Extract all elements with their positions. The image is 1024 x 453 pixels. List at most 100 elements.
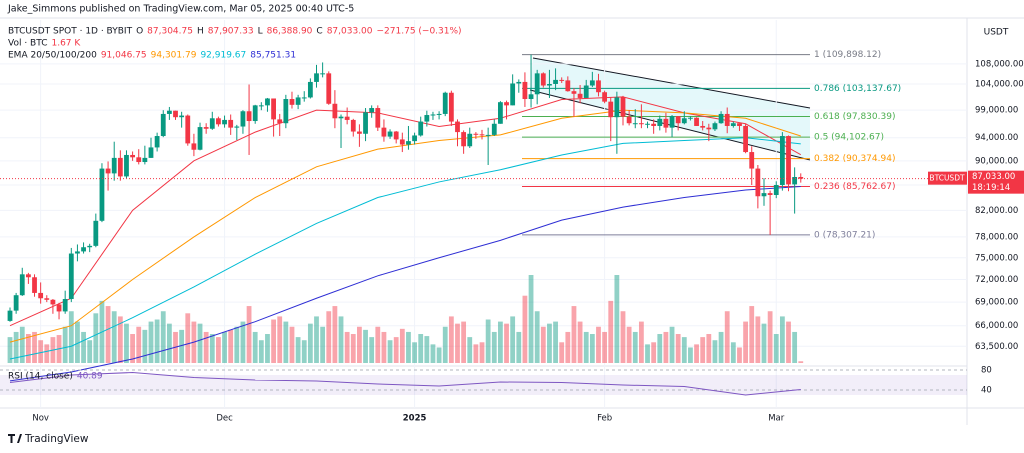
fib-label: 0.618 (97,830.39) [814, 112, 895, 122]
candle-body [779, 136, 785, 186]
candle-body [479, 134, 485, 136]
x-tick-label: 2025 [403, 414, 427, 424]
candle-body [50, 299, 56, 305]
candle-body [761, 193, 767, 197]
candle-body [191, 143, 197, 150]
volume-value: 1.67 K [51, 39, 81, 49]
candle-body [430, 114, 436, 116]
candle-body [344, 116, 350, 120]
volume-bar [626, 326, 632, 363]
fib-label: 0.786 (103,137.67) [814, 84, 901, 94]
price-badge [968, 170, 1024, 194]
ema-line [9, 96, 802, 327]
volume-bar [473, 344, 479, 363]
candle-body [528, 94, 534, 100]
candle-body [657, 118, 663, 126]
volume-bar [246, 306, 252, 363]
volume-bar [571, 306, 577, 363]
volume-bar [491, 331, 497, 363]
candle-body [730, 123, 736, 126]
candle-body [688, 117, 693, 119]
volume-bar [93, 313, 99, 363]
candle-body [473, 133, 479, 135]
volume-bar [111, 311, 117, 363]
volume-bar [737, 347, 742, 363]
candle-body [277, 119, 283, 124]
candle-body [626, 116, 632, 124]
candle-body [166, 110, 172, 114]
volume-bar [203, 331, 209, 363]
candle-body [700, 125, 706, 128]
volume-label: Vol · BTC [8, 39, 47, 49]
candle-body [406, 141, 411, 145]
y-tick-label: 66,000.00 [975, 321, 1018, 331]
candle-body [565, 80, 571, 92]
volume-bar [209, 334, 215, 363]
candle-body [448, 92, 454, 122]
volume-bar [326, 311, 332, 363]
y-tick-label: 94,000.00 [975, 133, 1018, 143]
candle-body [755, 168, 761, 197]
volume-bar [467, 337, 473, 363]
volume-bar [62, 326, 68, 363]
candle-body [694, 117, 699, 126]
candle-body [387, 131, 393, 137]
quote-key: H [197, 27, 204, 37]
volume-bar [577, 321, 583, 363]
volume-bar [399, 328, 405, 363]
quote-value: 86,388.90 [267, 27, 313, 37]
candle-body [412, 135, 417, 142]
candle-body [491, 123, 497, 135]
quote-value: 87,033.00 [327, 27, 373, 37]
candle-body [516, 81, 522, 84]
volume-bar [301, 340, 307, 363]
candle-body [271, 98, 276, 120]
volume-bar [479, 342, 485, 363]
volume-bar [448, 316, 454, 363]
volume-bar [602, 331, 608, 363]
volume-bar [314, 316, 319, 363]
candle-body [589, 80, 595, 86]
volume-bar [424, 336, 430, 363]
volume-bar [792, 331, 798, 363]
candle-body [651, 123, 657, 126]
candle-body [399, 139, 405, 145]
volume-bar [651, 342, 657, 363]
volume-bar [614, 275, 620, 363]
volume-bar [589, 334, 595, 363]
rsi-tick-label: 80 [981, 366, 992, 376]
quote-key: C [316, 27, 322, 37]
currency: USDT [984, 28, 1009, 38]
volume-bar [412, 342, 417, 363]
publisher: Jake_Simmons published on TradingView.co… [7, 4, 354, 15]
candle-body [332, 103, 338, 119]
candle-body [117, 157, 123, 177]
candle-body [467, 133, 473, 147]
candle-body [87, 245, 93, 248]
candle-body [7, 310, 13, 321]
candle-body [252, 105, 258, 122]
ema-value: 91,046.75 [101, 51, 147, 61]
candle-body [301, 97, 307, 99]
volume-bar [645, 344, 650, 363]
candle-body [357, 131, 362, 134]
candle-body [62, 299, 68, 312]
candle-body [160, 113, 166, 137]
volume-bar [240, 321, 246, 363]
volume-bar [234, 326, 240, 363]
volume-bar [522, 295, 528, 363]
candle-body [792, 177, 798, 185]
rsi-tick-label: 40 [981, 386, 992, 396]
volume-bar [712, 340, 718, 363]
volume-bar [638, 321, 644, 363]
candle-body [283, 99, 289, 124]
quote-value: −271.75 (−0.31%) [377, 27, 462, 37]
volume-bar [485, 319, 491, 363]
fib-label: 0.5 (94,102.67) [814, 133, 884, 143]
volume-bar [583, 331, 589, 363]
volume-bar [706, 334, 712, 363]
candle-body [620, 97, 626, 117]
volume-bar [657, 334, 663, 363]
volume-bar [320, 326, 326, 363]
rsi-band [0, 375, 967, 395]
